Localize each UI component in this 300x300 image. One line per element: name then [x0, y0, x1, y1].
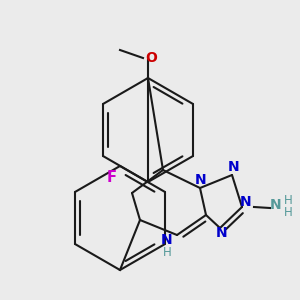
- Text: N: N: [195, 173, 207, 187]
- Text: N: N: [270, 198, 282, 212]
- Text: H: H: [284, 206, 292, 220]
- Text: F: F: [107, 170, 117, 185]
- Text: N: N: [216, 226, 228, 240]
- Text: N: N: [228, 160, 240, 174]
- Text: N: N: [240, 195, 252, 209]
- Text: N: N: [161, 233, 173, 247]
- Text: H: H: [284, 194, 292, 206]
- Text: O: O: [145, 51, 157, 65]
- Text: H: H: [163, 245, 171, 259]
